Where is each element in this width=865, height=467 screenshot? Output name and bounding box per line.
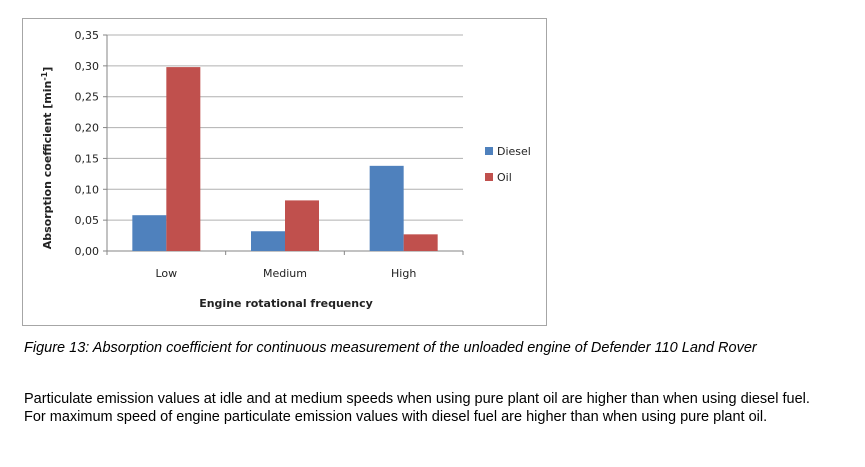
- y-tick-label: 0,15: [75, 152, 100, 165]
- x-tick-label: Medium: [263, 267, 307, 280]
- x-tick-label: High: [391, 267, 416, 280]
- bar-diesel-high: [369, 165, 404, 251]
- bar-diesel-medium: [251, 231, 285, 251]
- bar-oil-medium: [285, 200, 319, 251]
- y-tick-label: 0,30: [75, 60, 100, 73]
- y-tick-label: 0,20: [75, 122, 100, 135]
- x-tick-label: Low: [155, 267, 177, 280]
- legend-swatch-diesel: [485, 147, 493, 155]
- bar-oil-low: [166, 67, 201, 251]
- chart-frame: 0,00 0,05 0,10 0,15 0,20 0,25 0,30 0,35 Low Medi…: [22, 18, 547, 326]
- y-tick-label: 0,25: [75, 91, 100, 104]
- legend-label-oil: Oil: [497, 171, 512, 184]
- x-axis-label: Engine rotational frequency: [199, 297, 373, 310]
- y-axis-label: Absorption coefficient [min-1]: [40, 67, 54, 250]
- bar-diesel-low: [132, 215, 167, 251]
- y-tick-label: 0,10: [75, 183, 100, 196]
- legend-label-diesel: Diesel: [497, 145, 531, 158]
- legend: Diesel Oil: [485, 145, 531, 184]
- bar-oil-high: [403, 234, 438, 251]
- bar-chart: 0,00 0,05 0,10 0,15 0,20 0,25 0,30 0,35 Low Medi…: [40, 29, 531, 310]
- y-tick-label: 0,05: [75, 214, 100, 227]
- body-paragraph: Particulate emission values at idle and …: [24, 391, 810, 425]
- bars: [132, 67, 438, 251]
- figure-caption: Figure 13: Absorption coefficient for co…: [24, 340, 757, 356]
- y-tick-label: 0,35: [75, 29, 100, 42]
- y-tick-label: 0,00: [75, 245, 100, 258]
- x-axis-ticks: Low Medium High: [106, 251, 464, 280]
- legend-swatch-oil: [485, 173, 493, 181]
- y-axis-ticks: 0,00 0,05 0,10 0,15 0,20 0,25 0,30 0,35: [75, 29, 107, 258]
